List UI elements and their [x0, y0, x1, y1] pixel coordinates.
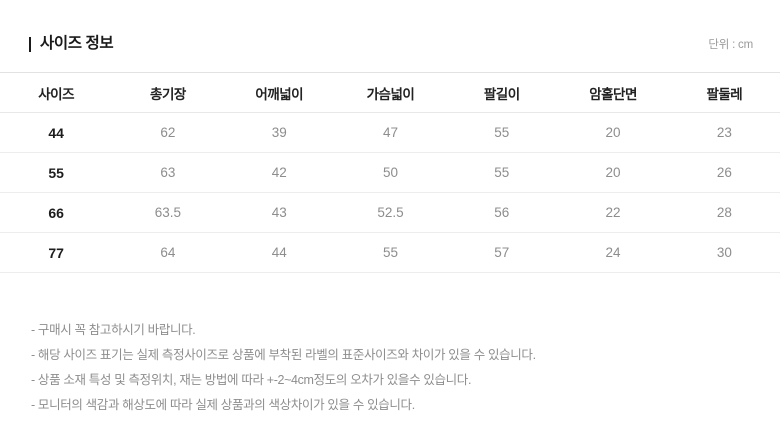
- note-item: - 구매시 꼭 참고하시기 바랍니다.: [31, 323, 196, 337]
- cell-length: 62: [112, 112, 224, 153]
- cell-length: 63: [112, 152, 224, 193]
- cell-size: 66: [0, 192, 113, 233]
- cell-size: 55: [0, 152, 113, 193]
- cell-sleeve: 55: [446, 152, 558, 193]
- cell-chest: 47: [334, 112, 447, 153]
- cell-shoulder: 39: [223, 112, 335, 153]
- page-title-group: 사이즈 정보: [29, 35, 114, 53]
- table-row: 44 62 39 47 55 20 23: [0, 112, 780, 153]
- cell-shoulder: 44: [223, 232, 335, 273]
- cell-sleeve: 56: [446, 192, 558, 233]
- cell-armcircum: 23: [668, 112, 780, 153]
- cell-size: 44: [0, 112, 113, 153]
- note-item: - 모니터의 색감과 해상도에 따라 실제 상품과의 색상차이가 있을 수 있습…: [31, 398, 415, 412]
- column-header-size: 사이즈: [0, 72, 113, 113]
- table-header-row: 사이즈 총기장 어깨넓이 가슴넓이 팔길이 암홀단면 팔둘레: [0, 72, 780, 113]
- cell-shoulder: 43: [223, 192, 335, 233]
- unit-label: 단위 : cm: [708, 39, 753, 51]
- table-row: 55 63 42 50 55 20 26: [0, 152, 780, 193]
- size-table: 사이즈 총기장 어깨넓이 가슴넓이 팔길이 암홀단면 팔둘레 44 62 39 …: [0, 72, 780, 273]
- cell-armhole: 20: [557, 112, 669, 153]
- table-row: 66 63.5 43 52.5 56 22 28: [0, 192, 780, 233]
- column-header-sleeve: 팔길이: [446, 72, 558, 113]
- cell-shoulder: 42: [223, 152, 335, 193]
- cell-armhole: 22: [557, 192, 669, 233]
- column-header-shoulder: 어깨넓이: [223, 72, 335, 113]
- table-row: 77 64 44 55 57 24 30: [0, 232, 780, 273]
- cell-chest: 52.5: [334, 192, 447, 233]
- page-title: 사이즈 정보: [40, 35, 114, 53]
- cell-sleeve: 57: [446, 232, 558, 273]
- cell-length: 64: [112, 232, 224, 273]
- cell-sleeve: 55: [446, 112, 558, 153]
- column-header-length: 총기장: [112, 72, 224, 113]
- title-accent-bar-icon: [29, 36, 31, 52]
- column-header-armhole: 암홀단면: [557, 72, 669, 113]
- cell-armcircum: 28: [668, 192, 780, 233]
- cell-armcircum: 26: [668, 152, 780, 193]
- cell-chest: 50: [334, 152, 447, 193]
- notes-list: - 구매시 꼭 참고하시기 바랍니다. - 해당 사이즈 표기는 실제 측정사이…: [31, 318, 731, 418]
- cell-armhole: 20: [557, 152, 669, 193]
- column-header-armcircum: 팔둘레: [668, 72, 780, 113]
- size-table-body: 44 62 39 47 55 20 23 55 63 42 50 55 20 2…: [0, 112, 780, 273]
- cell-size: 77: [0, 232, 113, 273]
- section-header: 사이즈 정보 단위 : cm: [0, 28, 780, 60]
- cell-armcircum: 30: [668, 232, 780, 273]
- cell-chest: 55: [334, 232, 447, 273]
- note-item: - 상품 소재 특성 및 측정위치, 재는 방법에 따라 +-2~4cm정도의 …: [31, 373, 472, 387]
- cell-length: 63.5: [112, 192, 224, 233]
- note-item: - 해당 사이즈 표기는 실제 측정사이즈로 상품에 부착된 라벨의 표준사이즈…: [31, 348, 536, 362]
- column-header-chest: 가슴넓이: [334, 72, 447, 113]
- size-table-header: 사이즈 총기장 어깨넓이 가슴넓이 팔길이 암홀단면 팔둘레: [0, 72, 780, 113]
- cell-armhole: 24: [557, 232, 669, 273]
